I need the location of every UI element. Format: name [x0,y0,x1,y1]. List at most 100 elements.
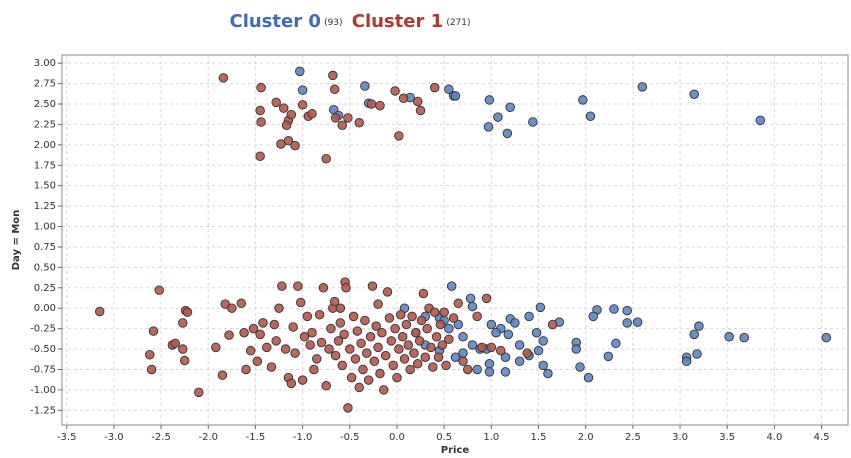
point [533,345,544,356]
point [339,329,349,340]
point [341,283,351,293]
point [280,344,291,354]
point [547,319,558,330]
point [588,311,598,322]
point [384,313,395,323]
point [502,128,513,139]
point [375,368,385,379]
point [397,332,408,342]
point [531,327,542,338]
point [472,311,482,322]
point [255,151,265,162]
point [578,95,588,105]
point [522,348,532,358]
point [724,332,734,342]
point [330,113,341,123]
point [500,367,511,377]
point [178,344,188,354]
point [514,356,525,367]
point [217,370,228,380]
y-tick-label: -0.25 [30,324,56,335]
point [297,85,308,95]
point [224,330,234,340]
point [407,311,417,322]
point [409,348,419,358]
x-tick-label: 0.0 [389,432,405,443]
point [585,111,596,122]
point [302,311,313,322]
x-tick-label: 0.5 [436,432,452,443]
point [388,360,398,371]
point [528,117,538,127]
point [145,350,155,360]
x-tick-label: 2.0 [578,432,594,443]
point [293,281,303,291]
point [330,350,341,361]
point [350,354,361,364]
point [500,352,511,362]
y-tick-label: -1.00 [30,385,56,396]
x-axis-label: Price [441,445,470,456]
point [373,342,383,353]
point [689,329,699,340]
point [312,354,322,364]
point [170,338,180,349]
point [337,360,347,371]
x-tick-label: -0.5 [340,432,360,443]
point [335,303,346,313]
point [510,318,520,328]
point [366,99,377,109]
point [483,122,494,132]
point [433,352,444,362]
y-tick-label: 0.25 [34,283,56,294]
point [603,351,614,362]
point [248,323,259,334]
point [148,326,159,336]
point [354,382,364,393]
point [360,315,370,326]
point [324,344,334,354]
point [429,82,440,93]
legend-entry: Cluster 1 [352,11,443,32]
y-tick-label: 3.00 [34,58,56,69]
point [316,337,327,348]
point [411,327,421,338]
point [637,82,648,92]
point [297,375,308,385]
point [352,326,363,336]
point [394,131,404,141]
point [484,367,495,377]
point [453,298,464,309]
legend-count: (93) [324,18,342,28]
point [380,350,391,361]
point [390,86,400,96]
point [295,297,306,308]
point [467,301,478,312]
y-tick-label: 0.00 [34,303,56,314]
point [481,293,492,304]
point [493,112,503,122]
point [428,362,438,372]
point [363,375,374,385]
point [326,323,336,334]
point [288,322,298,332]
point [286,378,297,389]
y-tick-label: 1.25 [34,201,56,212]
point [377,327,387,338]
point [439,307,449,318]
point [266,362,277,372]
point [271,336,281,346]
x-tick-label: -1.0 [293,432,313,443]
point [256,82,266,93]
point [277,281,287,291]
point [269,319,280,330]
point [297,100,308,110]
point [444,334,454,344]
legend-count: (271) [446,18,470,28]
x-tick-label: 3.0 [672,432,688,443]
point [218,73,229,83]
point [535,302,546,313]
point [543,368,553,379]
point [329,84,340,95]
point [399,354,410,364]
